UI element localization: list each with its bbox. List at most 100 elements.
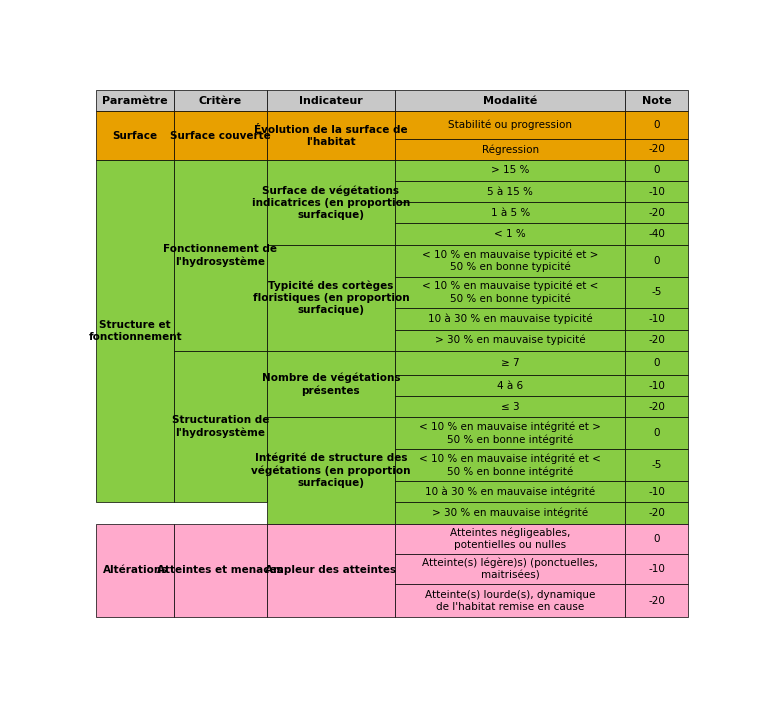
Text: Atteintes et menaces: Atteintes et menaces bbox=[157, 566, 283, 575]
Bar bbox=[625, 160, 688, 181]
Bar bbox=[267, 160, 395, 245]
Text: 0: 0 bbox=[653, 429, 660, 438]
Bar bbox=[625, 351, 688, 375]
Text: -20: -20 bbox=[648, 508, 665, 518]
Text: -10: -10 bbox=[648, 186, 665, 197]
Text: 0: 0 bbox=[653, 120, 660, 130]
Bar bbox=[395, 502, 625, 524]
Bar bbox=[174, 351, 267, 502]
Text: Surface: Surface bbox=[113, 131, 158, 140]
Bar bbox=[395, 584, 625, 618]
Text: 5 à 15 %: 5 à 15 % bbox=[487, 186, 533, 197]
Text: 10 à 30 % en mauvaise typicité: 10 à 30 % en mauvaise typicité bbox=[428, 313, 592, 324]
Bar bbox=[96, 160, 174, 502]
Bar bbox=[395, 277, 625, 309]
Bar bbox=[395, 524, 625, 554]
Bar bbox=[625, 396, 688, 417]
Text: Typicité des cortèges
floristiques (en proportion
surfacique): Typicité des cortèges floristiques (en p… bbox=[253, 280, 409, 315]
Text: -10: -10 bbox=[648, 314, 665, 324]
Text: < 1 %: < 1 % bbox=[494, 229, 526, 239]
Bar bbox=[395, 351, 625, 375]
Text: -20: -20 bbox=[648, 596, 665, 606]
Bar bbox=[395, 449, 625, 481]
Bar bbox=[96, 112, 174, 160]
Text: 0: 0 bbox=[653, 256, 660, 265]
Bar bbox=[625, 481, 688, 502]
Bar bbox=[625, 502, 688, 524]
Bar bbox=[395, 138, 625, 160]
Bar bbox=[625, 203, 688, 224]
Text: Évolution de la surface de
l'habitat: Évolution de la surface de l'habitat bbox=[254, 125, 408, 147]
Bar bbox=[267, 524, 395, 618]
Bar bbox=[395, 481, 625, 502]
Text: Atteintes négligeables,
potentielles ou nulles: Atteintes négligeables, potentielles ou … bbox=[450, 527, 571, 550]
Text: ≥ 7: ≥ 7 bbox=[501, 358, 520, 368]
Text: > 15 %: > 15 % bbox=[491, 165, 530, 176]
Text: 1 à 5 %: 1 à 5 % bbox=[490, 208, 530, 218]
Bar bbox=[625, 224, 688, 245]
Bar bbox=[625, 330, 688, 351]
Bar bbox=[625, 112, 688, 138]
Text: Altérations: Altérations bbox=[103, 566, 168, 575]
Text: Nombre de végétations
présentes: Nombre de végétations présentes bbox=[261, 373, 400, 395]
Bar bbox=[395, 245, 625, 277]
Bar bbox=[395, 203, 625, 224]
Text: Structure et
fonctionnement: Structure et fonctionnement bbox=[89, 320, 182, 342]
Text: < 10 % en mauvaise intégrité et <
50 % en bonne intégrité: < 10 % en mauvaise intégrité et < 50 % e… bbox=[419, 454, 601, 477]
Bar bbox=[174, 160, 267, 351]
Text: 0: 0 bbox=[653, 358, 660, 368]
Text: Surface de végétations
indicatrices (en proportion
surfacique): Surface de végétations indicatrices (en … bbox=[252, 185, 410, 220]
Bar bbox=[395, 375, 625, 396]
Bar bbox=[395, 112, 625, 138]
Text: Fonctionnement de
l'hydrosystème: Fonctionnement de l'hydrosystème bbox=[163, 244, 278, 267]
Bar bbox=[625, 524, 688, 554]
Bar bbox=[625, 309, 688, 330]
Text: Atteinte(s) légère)s) (ponctuelles,
maitrisées): Atteinte(s) légère)s) (ponctuelles, mait… bbox=[423, 558, 598, 580]
Bar bbox=[625, 138, 688, 160]
Bar bbox=[395, 396, 625, 417]
Text: Note: Note bbox=[641, 96, 672, 106]
Bar bbox=[395, 554, 625, 584]
Text: -20: -20 bbox=[648, 208, 665, 218]
Bar bbox=[395, 224, 625, 245]
Text: -5: -5 bbox=[651, 460, 662, 470]
Text: Structuration de
l'hydrosystème: Structuration de l'hydrosystème bbox=[172, 415, 269, 438]
Bar bbox=[395, 309, 625, 330]
Bar bbox=[625, 90, 688, 112]
Text: Ampleur des atteintes: Ampleur des atteintes bbox=[265, 566, 396, 575]
Text: -20: -20 bbox=[648, 335, 665, 345]
Bar bbox=[625, 417, 688, 449]
Text: ≤ 3: ≤ 3 bbox=[501, 402, 520, 412]
Text: -5: -5 bbox=[651, 287, 662, 297]
Bar bbox=[625, 375, 688, 396]
Bar bbox=[96, 90, 174, 112]
Text: -40: -40 bbox=[648, 229, 665, 239]
Bar bbox=[96, 524, 174, 618]
Text: Intégrité de structure des
végétations (en proportion
surfacique): Intégrité de structure des végétations (… bbox=[251, 453, 411, 488]
Text: > 30 % en mauvaise intégrité: > 30 % en mauvaise intégrité bbox=[432, 508, 588, 518]
Text: Surface couverte: Surface couverte bbox=[170, 131, 271, 140]
Text: Indicateur: Indicateur bbox=[299, 96, 363, 106]
Text: Atteinte(s) lourde(s), dynamique
de l'habitat remise en cause: Atteinte(s) lourde(s), dynamique de l'ha… bbox=[425, 590, 595, 612]
Text: 0: 0 bbox=[653, 165, 660, 176]
Bar bbox=[625, 181, 688, 203]
Bar bbox=[625, 245, 688, 277]
Text: -10: -10 bbox=[648, 381, 665, 390]
Text: 0: 0 bbox=[653, 534, 660, 544]
Bar bbox=[267, 112, 395, 160]
Bar bbox=[174, 112, 267, 160]
Bar bbox=[625, 584, 688, 618]
Bar bbox=[625, 277, 688, 309]
Bar bbox=[267, 245, 395, 351]
Text: -20: -20 bbox=[648, 402, 665, 412]
Bar bbox=[395, 90, 625, 112]
Bar bbox=[267, 351, 395, 417]
Bar bbox=[174, 524, 267, 618]
Bar bbox=[267, 90, 395, 112]
Text: 4 à 6: 4 à 6 bbox=[497, 381, 524, 390]
Text: -10: -10 bbox=[648, 564, 665, 574]
Text: Stabilité ou progression: Stabilité ou progression bbox=[448, 120, 572, 131]
Text: > 30 % en mauvaise typicité: > 30 % en mauvaise typicité bbox=[435, 335, 585, 345]
Text: Modalité: Modalité bbox=[483, 96, 537, 106]
Text: Critère: Critère bbox=[199, 96, 242, 106]
